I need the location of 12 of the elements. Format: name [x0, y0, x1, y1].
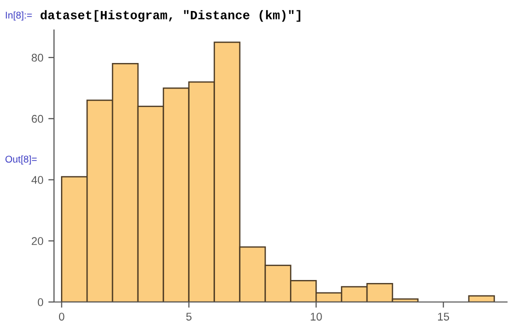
text: dataset[Histogram, "Distance (km)"]: [40, 10, 300, 22]
y-tick-label: 80: [32, 54, 44, 62]
y-tick-label: 40: [31, 176, 44, 184]
text: In[8]:=: [6, 11, 32, 21]
y-tick-label: 0: [38, 298, 44, 306]
y-tick-label: 20: [32, 237, 44, 246]
x-tick-label: 15: [438, 312, 450, 321]
y-tick-label: 60: [32, 114, 44, 123]
text: Out[8]=: [5, 155, 37, 165]
x-tick-label: 10: [310, 312, 322, 321]
x-tick-label: 0: [58, 312, 64, 321]
x-tick-label: 5: [186, 312, 192, 321]
